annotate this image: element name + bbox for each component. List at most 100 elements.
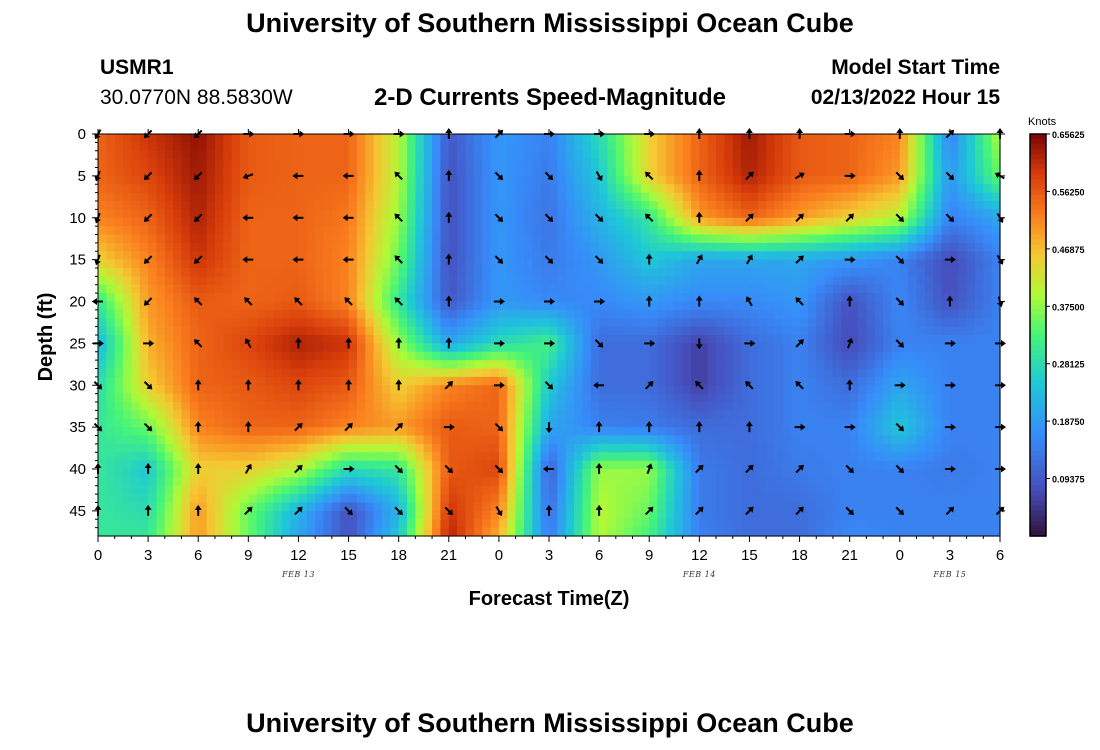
heatmap-cell — [858, 376, 867, 386]
heatmap-cell — [348, 293, 358, 303]
heatmap-cell — [181, 284, 191, 294]
heatmap-cell — [782, 209, 792, 219]
heatmap-cell — [899, 284, 909, 294]
heatmap-cell — [674, 309, 684, 319]
heatmap-cell — [248, 150, 258, 160]
heatmap-cell — [924, 142, 934, 152]
heatmap-cell — [774, 167, 784, 177]
heatmap-cell — [348, 477, 358, 487]
heatmap-cell — [724, 293, 734, 303]
heatmap-cell — [164, 510, 174, 520]
heatmap-cell — [181, 376, 191, 386]
heatmap-cell — [98, 209, 107, 219]
heatmap-cell — [599, 217, 609, 227]
heatmap-cell — [657, 259, 667, 269]
heatmap-cell — [440, 309, 450, 319]
heatmap-cell — [356, 259, 366, 269]
heatmap-cell — [515, 226, 525, 236]
heatmap-cell — [807, 192, 817, 202]
heatmap-cell — [741, 251, 751, 261]
heatmap-cell — [916, 150, 926, 160]
heatmap-cell — [640, 251, 650, 261]
heatmap-cell — [682, 469, 692, 478]
heatmap-cell — [390, 192, 400, 202]
heatmap-cell — [498, 443, 508, 453]
heatmap-cell — [858, 427, 867, 437]
heatmap-cell — [482, 318, 492, 328]
heatmap-cell — [933, 201, 943, 210]
heatmap-cell — [440, 510, 450, 520]
heatmap-cell — [239, 201, 249, 210]
heatmap-cell — [807, 418, 817, 428]
heatmap-cell — [741, 226, 751, 236]
heatmap-cell — [665, 142, 675, 152]
heatmap-cell — [974, 443, 984, 453]
heatmap-cell — [899, 477, 909, 487]
heatmap-cell — [565, 142, 575, 152]
heatmap-cell — [189, 376, 199, 386]
heatmap-cell — [407, 335, 416, 344]
heatmap-cell — [624, 443, 634, 453]
heatmap-cell — [198, 343, 208, 353]
heatmap-cell — [557, 393, 567, 403]
heatmap-cell — [315, 435, 325, 445]
heatmap-cell — [515, 360, 525, 370]
heatmap-cell — [231, 242, 241, 252]
heatmap-cell — [106, 167, 116, 177]
heatmap-cell — [807, 309, 817, 319]
heatmap-cell — [231, 485, 241, 495]
heatmap-cell — [690, 142, 700, 152]
heatmap-cell — [356, 351, 366, 361]
heatmap-cell — [665, 385, 675, 395]
heatmap-cell — [348, 226, 358, 236]
heatmap-cell — [398, 159, 408, 169]
heatmap-cell — [933, 268, 943, 277]
heatmap-cell — [807, 393, 817, 403]
heatmap-cell — [123, 402, 133, 411]
heatmap-cell — [348, 184, 358, 194]
heatmap-cell — [816, 226, 826, 236]
heatmap-cell — [807, 159, 817, 169]
heatmap-cell — [599, 192, 609, 202]
heatmap-cell — [716, 368, 725, 378]
heatmap-cell — [131, 134, 141, 143]
heatmap-cell — [273, 494, 283, 504]
heatmap-cell — [908, 293, 918, 303]
heatmap-cell — [106, 477, 116, 487]
heatmap-cell — [365, 326, 375, 336]
heatmap-cell — [941, 443, 951, 453]
heatmap-cell — [273, 519, 283, 529]
heatmap-cell — [699, 393, 709, 403]
heatmap-cell — [423, 494, 433, 504]
heatmap-cell — [732, 335, 742, 344]
heatmap-cell — [974, 309, 984, 319]
heatmap-cell — [782, 167, 792, 177]
heatmap-cell — [883, 301, 893, 311]
heatmap-cell — [908, 284, 918, 294]
heatmap-cell — [123, 184, 133, 194]
heatmap-cell — [114, 510, 124, 520]
heatmap-cell — [782, 134, 792, 143]
heatmap-cell — [373, 268, 383, 277]
heatmap-cell — [223, 242, 233, 252]
heatmap-cell — [381, 452, 391, 462]
heatmap-cell — [624, 234, 634, 244]
heatmap-cell — [908, 460, 918, 470]
heatmap-cell — [448, 410, 458, 420]
heatmap-cell — [966, 226, 976, 236]
heatmap-cell — [407, 293, 416, 303]
heatmap-cell — [515, 343, 525, 353]
heatmap-cell — [482, 485, 492, 495]
heatmap-cell — [523, 368, 533, 378]
heatmap-cell — [649, 343, 659, 353]
heatmap-cell — [515, 175, 525, 185]
heatmap-cell — [540, 452, 550, 462]
heatmap-cell — [265, 494, 274, 504]
heatmap-cell — [916, 510, 926, 520]
heatmap-cell — [198, 167, 208, 177]
heatmap-cell — [816, 234, 826, 244]
heatmap-cell — [690, 284, 700, 294]
heatmap-cell — [507, 510, 517, 520]
heatmap-cell — [632, 494, 642, 504]
heatmap-cell — [390, 335, 400, 344]
